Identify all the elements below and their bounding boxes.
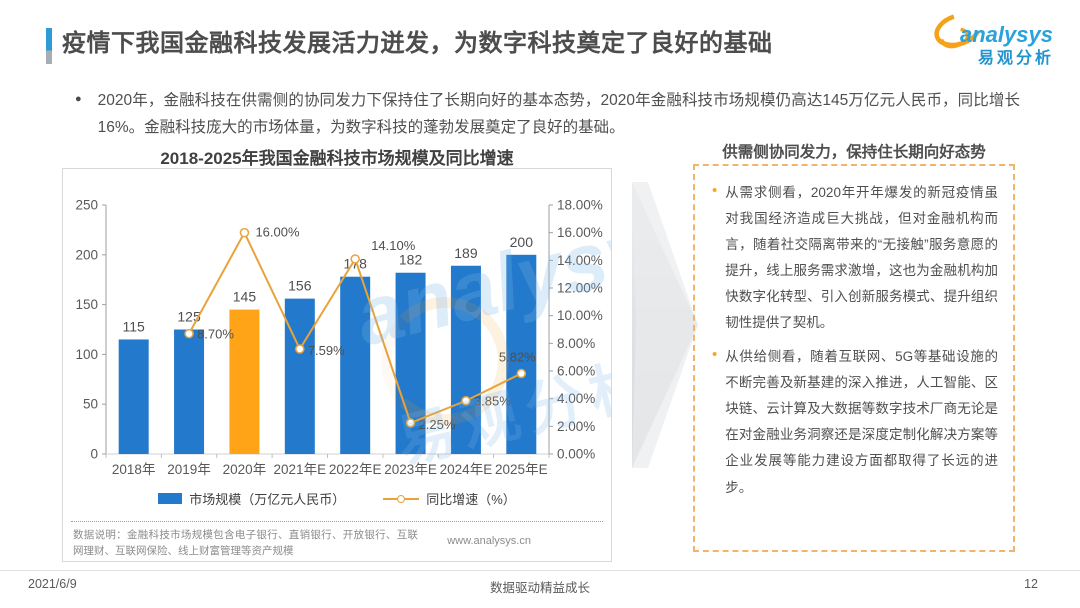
chart-legend: 市场规模（万亿元人民币） 同比增速（%） [63, 489, 611, 508]
legend-item-line: 同比增速（%） [383, 489, 516, 508]
svg-text:2.25%: 2.25% [419, 417, 456, 432]
legend-line-swatch-icon [383, 494, 420, 503]
svg-text:2.00%: 2.00% [557, 419, 595, 434]
svg-text:14.10%: 14.10% [371, 238, 416, 253]
footer-divider [0, 570, 1080, 571]
svg-text:7.59%: 7.59% [308, 343, 345, 358]
svg-text:4.00%: 4.00% [557, 391, 595, 406]
chart-title: 2018-2025年我国金融科技市场规模及同比增速 [160, 149, 514, 168]
svg-text:2022年E: 2022年E [329, 462, 382, 477]
footer-date: 2021/6/9 [28, 577, 77, 591]
svg-text:189: 189 [454, 245, 478, 261]
title-accent-bar [46, 28, 52, 64]
svg-text:0: 0 [90, 447, 98, 462]
svg-text:3.85%: 3.85% [474, 394, 511, 409]
svg-text:2020年: 2020年 [223, 462, 267, 477]
panel-title: 供需侧协同发力，保持住长期向好态势 [722, 144, 986, 161]
combo-chart: 0 50 100 150 200 250 0.00% 2.00% 4.00% 6.00% 8.00%… [75, 198, 603, 478]
svg-text:182: 182 [399, 252, 423, 268]
svg-text:2023年E: 2023年E [384, 462, 437, 477]
panel-bullet-dot-icon: • [712, 182, 718, 199]
footer-slogan: 数据驱动精益成长 [489, 581, 590, 595]
svg-text:16.00%: 16.00% [557, 225, 603, 240]
chart-container: analysys 易观分析 0 50 100 150 200 250 0.00% 2.00% 4… [62, 168, 612, 562]
svg-text:10.00%: 10.00% [557, 308, 603, 323]
svg-text:16.00%: 16.00% [255, 225, 300, 240]
panel-bullet-demand-text: 从需求侧看，2020年开年爆发的新冠疫情虽对我国经济造成巨大挑战，但对金融机构而… [725, 185, 998, 331]
legend-item-bars: 市场规模（万亿元人民币） [158, 489, 345, 508]
transition-arrow-icon [632, 182, 698, 468]
chart-data-note: 数据说明：金融科技市场规模包含电子银行、直销银行、开放银行、互联网理财、互联网保… [73, 529, 418, 558]
svg-text:100: 100 [75, 347, 98, 362]
brand-logo: analysys 易观分析 [926, 6, 1066, 70]
svg-text:14.00%: 14.00% [557, 253, 603, 268]
panel-bullet-supply: • 从供给侧看，随着互联网、5G等基础设施的不断完善及新基建的深入推进，人工智能… [710, 344, 998, 500]
summary-bullet: ● 2020年，金融科技在供需侧的协同发力下保持住了长期向好的基本态势，2020… [75, 88, 1020, 141]
svg-text:8.70%: 8.70% [197, 327, 234, 342]
logo-swirl-icon [934, 12, 982, 49]
bullet-dot-icon: ● [75, 93, 82, 105]
svg-text:12.00%: 12.00% [557, 281, 603, 296]
svg-text:125: 125 [177, 309, 201, 325]
svg-text:6.00%: 6.00% [557, 364, 595, 379]
svg-text:150: 150 [75, 297, 98, 312]
svg-text:200: 200 [75, 247, 98, 262]
svg-text:2024年E: 2024年E [440, 462, 493, 477]
svg-text:2018年: 2018年 [112, 462, 156, 477]
legend-line-label: 同比增速（%） [426, 492, 516, 507]
svg-text:145: 145 [233, 289, 257, 305]
logo-wordmark-en: analysys [960, 22, 1053, 47]
svg-text:50: 50 [83, 397, 98, 412]
svg-text:2025年E: 2025年E [495, 462, 548, 477]
svg-text:115: 115 [123, 318, 146, 334]
panel-bullet-dot-icon: • [712, 346, 718, 364]
chart-note-divider [71, 521, 603, 522]
chart-source-url: www.analysys.cn [447, 535, 531, 547]
insight-panel: • 从需求侧看，2020年开年爆发的新冠疫情虽对我国经济造成巨大挑战，但对金融机… [693, 164, 1015, 552]
svg-text:156: 156 [288, 278, 312, 294]
page-title: 疫情下我国金融科技发展活力迸发，为数字科技奠定了良好的基础 [62, 30, 773, 57]
footer-page-number: 12 [1024, 577, 1038, 591]
svg-text:0.00%: 0.00% [557, 447, 595, 462]
svg-text:2021年E: 2021年E [274, 462, 327, 477]
legend-bar-label: 市场规模（万亿元人民币） [189, 492, 346, 507]
svg-text:5.82%: 5.82% [499, 349, 536, 364]
svg-text:18.00%: 18.00% [557, 198, 603, 213]
svg-text:2019年: 2019年 [167, 462, 211, 477]
svg-text:250: 250 [75, 198, 98, 213]
panel-bullet-supply-text: 从供给侧看，随着互联网、5G等基础设施的不断完善及新基建的深入推进，人工智能、区… [725, 349, 998, 495]
panel-bullet-demand: • 从需求侧看，2020年开年爆发的新冠疫情虽对我国经济造成巨大挑战，但对金融机… [710, 180, 998, 336]
svg-text:200: 200 [510, 234, 534, 250]
header: 疫情下我国金融科技发展活力迸发，为数字科技奠定了良好的基础 [46, 28, 773, 64]
logo-wordmark-cn: 易观分析 [978, 50, 1055, 67]
svg-text:8.00%: 8.00% [557, 336, 595, 351]
summary-text: 2020年，金融科技在供需侧的协同发力下保持住了长期向好的基本态势，2020年金… [97, 92, 1020, 136]
legend-bar-swatch-icon [158, 493, 183, 504]
